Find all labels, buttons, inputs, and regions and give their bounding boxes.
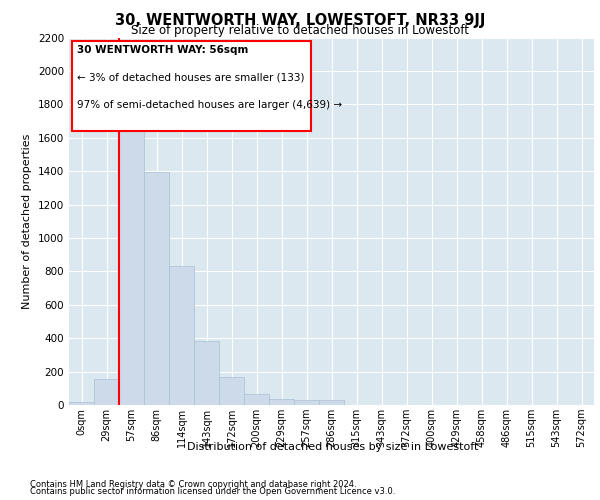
Text: ← 3% of detached houses are smaller (133): ← 3% of detached houses are smaller (133… (77, 72, 304, 83)
Bar (94, 379, 119, 405)
Bar (119, 118, 144, 405)
Text: Contains HM Land Registry data © Crown copyright and database right 2024.: Contains HM Land Registry data © Crown c… (30, 480, 356, 489)
Bar (144, 172, 169, 405)
Text: Distribution of detached houses by size in Lowestoft: Distribution of detached houses by size … (187, 442, 479, 452)
Text: Size of property relative to detached houses in Lowestoft: Size of property relative to detached ho… (131, 24, 469, 37)
Text: 30 WENTWORTH WAY: 56sqm: 30 WENTWORTH WAY: 56sqm (77, 45, 248, 55)
FancyBboxPatch shape (71, 41, 311, 131)
Y-axis label: Number of detached properties: Number of detached properties (22, 134, 32, 309)
Text: Contains public sector information licensed under the Open Government Licence v3: Contains public sector information licen… (30, 488, 395, 496)
Bar (219, 378, 244, 405)
Bar (69, 402, 94, 405)
Bar (194, 340, 219, 405)
Bar (244, 394, 269, 405)
Bar (319, 400, 344, 405)
Bar (294, 400, 319, 405)
Bar (169, 266, 194, 405)
Text: 30, WENTWORTH WAY, LOWESTOFT, NR33 9JJ: 30, WENTWORTH WAY, LOWESTOFT, NR33 9JJ (115, 12, 485, 28)
Bar (269, 398, 294, 405)
Text: 97% of semi-detached houses are larger (4,639) →: 97% of semi-detached houses are larger (… (77, 100, 342, 110)
